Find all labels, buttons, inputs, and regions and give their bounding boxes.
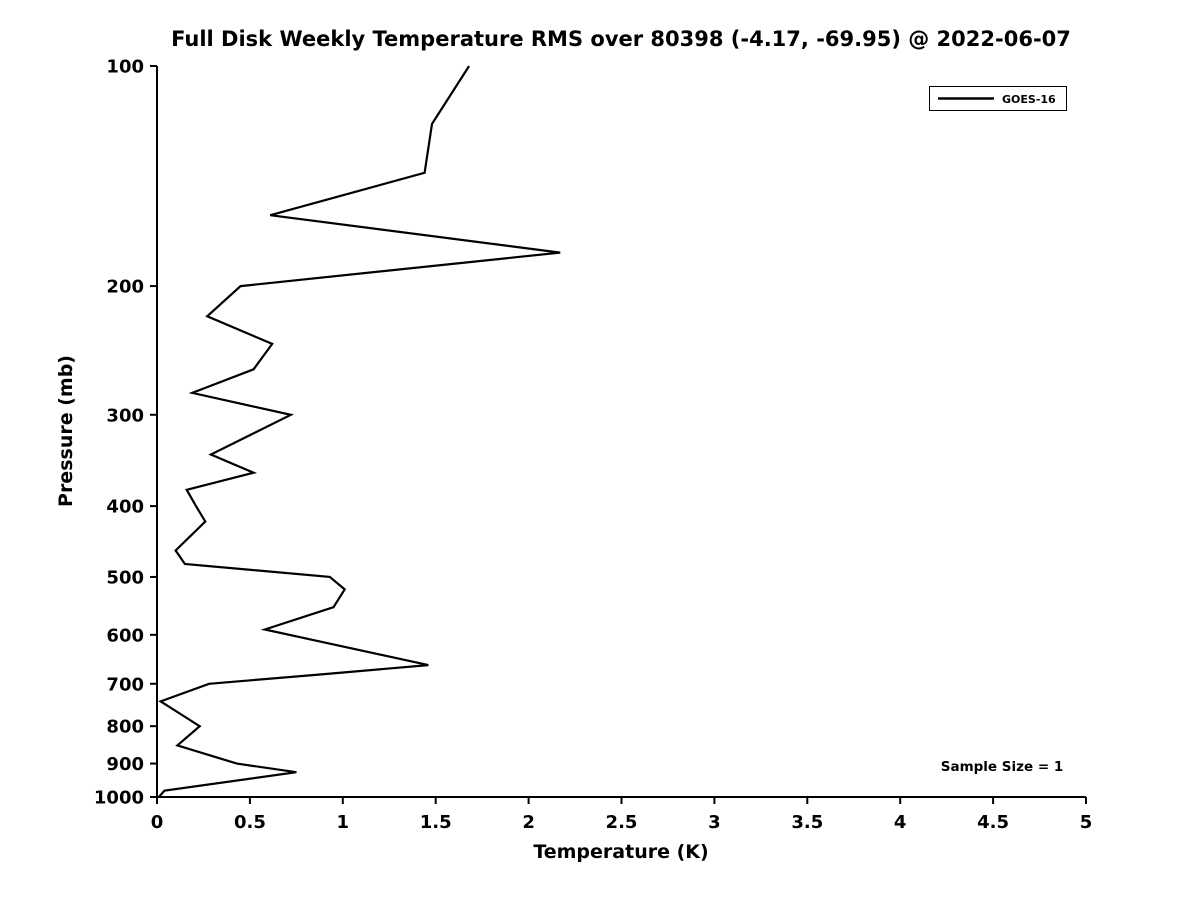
y-tick-label: 900 [106,754,144,775]
x-tick-label: 5 [1080,812,1093,833]
x-tick-label: 1 [337,812,350,833]
plot-series [158,65,561,798]
series-line-goes-16 [158,65,561,798]
x-tick-label: 2.5 [606,812,638,833]
plot-axes: 0 0.5 1 1.5 2 2.5 3 3.5 4 4.5 5 100 200 300 400 500 600 7… [94,57,1092,834]
y-tick-label: 400 [106,497,144,518]
x-tick-label: 1.5 [420,812,452,833]
y-tick-label: 700 [106,674,144,695]
x-tick-label: 0 [151,812,164,833]
y-tick-label: 600 [106,625,144,646]
legend-label: GOES-16 [1002,93,1056,106]
sample-size-note: Sample Size = 1 [941,759,1064,775]
y-tick-label: 100 [106,57,144,78]
y-tick-label: 500 [106,567,144,588]
chart-title: Full Disk Weekly Temperature RMS over 80… [171,27,1071,51]
x-tick-label: 3 [708,812,721,833]
x-tick-label: 0.5 [234,812,266,833]
y-tick-label: 300 [106,405,144,426]
y-axis-label: Pressure (mb) [55,355,77,507]
x-tick-label: 4 [894,812,907,833]
x-tick-label: 3.5 [791,812,823,833]
y-tick-label: 800 [106,717,144,738]
x-axis-label: Temperature (K) [533,841,708,863]
x-tick-label: 2 [522,812,535,833]
y-tick-label: 1000 [94,788,144,809]
y-tick-label: 200 [106,277,144,298]
legend: GOES-16 [929,86,1067,111]
x-tick-label: 4.5 [977,812,1009,833]
